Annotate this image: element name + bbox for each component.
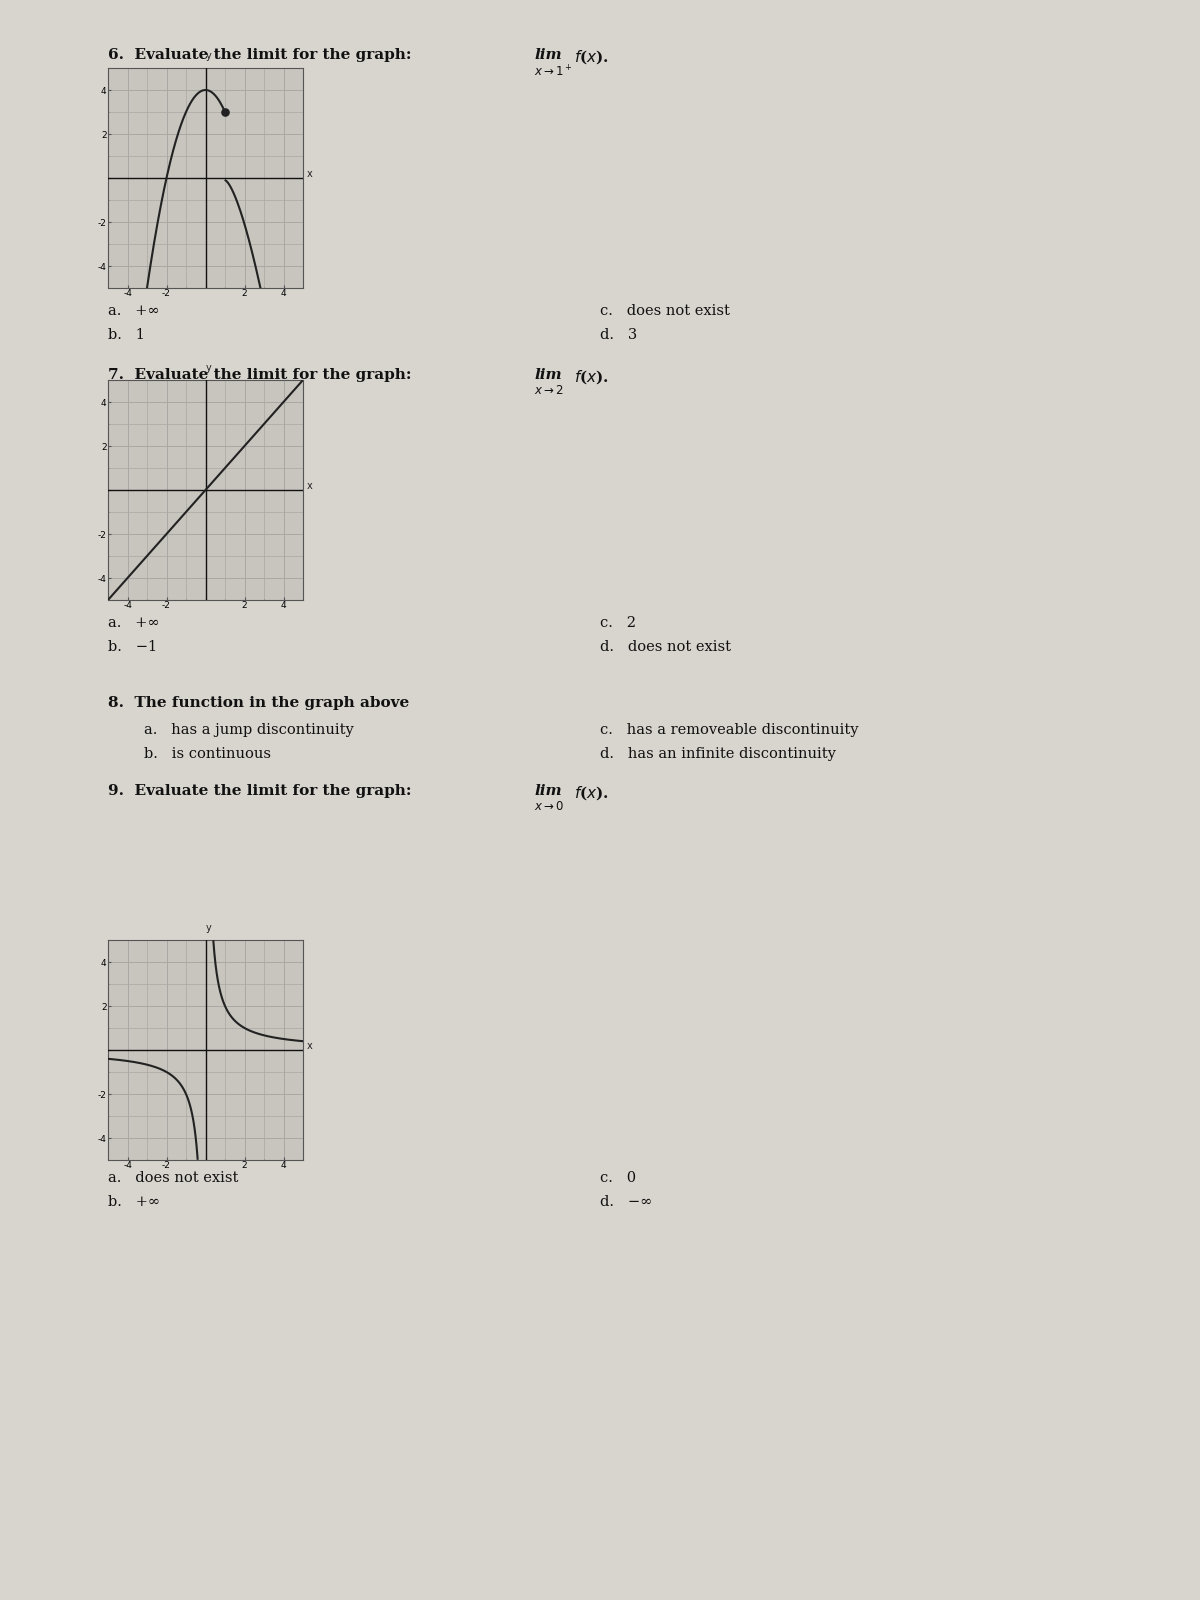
Text: c.   2: c. 2 [600, 616, 636, 630]
Text: y: y [205, 923, 211, 933]
Text: b.   +∞: b. +∞ [108, 1195, 160, 1210]
Text: d.   −∞: d. −∞ [600, 1195, 653, 1210]
Text: d.   does not exist: d. does not exist [600, 640, 731, 654]
Text: d.   3: d. 3 [600, 328, 637, 342]
Text: a.   +∞: a. +∞ [108, 304, 160, 318]
Text: 6.  Evaluate the limit for the graph:: 6. Evaluate the limit for the graph: [108, 48, 412, 62]
Text: x: x [307, 480, 313, 491]
Text: 9.  Evaluate the limit for the graph:: 9. Evaluate the limit for the graph: [108, 784, 412, 798]
Text: a.   +∞: a. +∞ [108, 616, 160, 630]
Text: 7.  Evaluate the limit for the graph:: 7. Evaluate the limit for the graph: [108, 368, 412, 382]
Text: $x{\rightarrow}0$: $x{\rightarrow}0$ [534, 800, 564, 813]
Text: $\mathit{f}$($\mathit{x}$).: $\mathit{f}$($\mathit{x}$). [574, 368, 608, 386]
Text: $\mathit{f}$($\mathit{x}$).: $\mathit{f}$($\mathit{x}$). [574, 784, 608, 802]
Text: c.   does not exist: c. does not exist [600, 304, 730, 318]
Text: a.   has a jump discontinuity: a. has a jump discontinuity [144, 723, 354, 738]
Text: x: x [307, 168, 313, 179]
Text: c.   has a removeable discontinuity: c. has a removeable discontinuity [600, 723, 858, 738]
Text: $x{\rightarrow}1^+$: $x{\rightarrow}1^+$ [534, 64, 572, 80]
Text: c.   0: c. 0 [600, 1171, 636, 1186]
Text: lim: lim [534, 784, 562, 798]
Text: b.   is continuous: b. is continuous [144, 747, 271, 762]
Text: y: y [205, 51, 211, 61]
Text: $\mathit{f}$($\mathit{x}$).: $\mathit{f}$($\mathit{x}$). [574, 48, 608, 66]
Text: lim: lim [534, 368, 562, 382]
Text: x: x [307, 1040, 313, 1051]
Text: 8.  The function in the graph above: 8. The function in the graph above [108, 696, 409, 710]
Text: b.   −1: b. −1 [108, 640, 157, 654]
Text: b.   1: b. 1 [108, 328, 145, 342]
Text: $x{\rightarrow}2$: $x{\rightarrow}2$ [534, 384, 564, 397]
Text: y: y [205, 363, 211, 373]
Text: a.   does not exist: a. does not exist [108, 1171, 239, 1186]
Text: d.   has an infinite discontinuity: d. has an infinite discontinuity [600, 747, 836, 762]
Text: lim: lim [534, 48, 562, 62]
